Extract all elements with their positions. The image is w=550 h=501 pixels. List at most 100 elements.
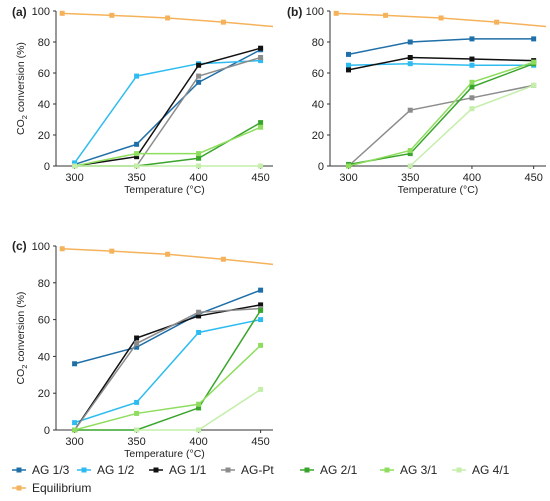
series-ag-3-1	[72, 342, 264, 433]
legend-entry: AG 2/1	[300, 463, 358, 477]
data-point	[531, 36, 537, 42]
x-tick-label: 300	[339, 172, 357, 184]
series-line	[73, 59, 261, 164]
data-point	[134, 163, 140, 169]
y-axis-title: CO2 conversion (%)	[15, 292, 29, 385]
series-ag-1-2	[72, 317, 264, 426]
data-point	[59, 10, 65, 16]
legend-label: Equilibrium	[32, 481, 91, 495]
series-line	[74, 126, 261, 167]
y-tick-label: 80	[312, 37, 324, 49]
data-point	[258, 55, 264, 60]
panel-label: (b)	[287, 5, 302, 19]
series-equilibrium	[59, 10, 274, 28]
data-point	[134, 344, 140, 350]
panel-label: (c)	[12, 239, 27, 253]
data-point	[196, 309, 202, 315]
data-point	[196, 329, 202, 335]
data-point	[134, 335, 140, 341]
x-tick-label: 300	[65, 172, 83, 184]
legend-label: AG 2/1	[320, 463, 358, 477]
data-point	[134, 73, 140, 79]
data-point	[258, 124, 264, 130]
data-point	[196, 401, 202, 407]
x-tick-label: 400	[189, 436, 207, 448]
legend-swatch-marker	[225, 467, 231, 473]
data-point	[196, 73, 202, 79]
data-point	[469, 62, 475, 68]
chart-panel-1: 0 20 40 60 80 100 300 350 400 450 Temperature (°C)…	[12, 5, 274, 196]
data-point	[469, 56, 475, 62]
y-tick-label: 80	[38, 37, 50, 49]
y-tick-label: 100	[32, 241, 50, 253]
panel-label: (a)	[12, 5, 27, 19]
series-line	[348, 61, 534, 167]
legend-swatch-marker	[384, 467, 390, 473]
data-point	[72, 160, 78, 166]
data-point	[220, 19, 226, 25]
series-line	[348, 62, 534, 166]
data-point	[196, 313, 202, 319]
series-line	[348, 62, 534, 66]
y-tick-label: 0	[44, 161, 50, 173]
data-point	[333, 10, 339, 16]
series-line	[74, 289, 261, 365]
data-point	[134, 341, 140, 347]
data-point	[469, 95, 475, 101]
legend-swatch-marker	[81, 467, 87, 473]
data-point	[407, 61, 413, 67]
data-point	[346, 67, 352, 73]
data-point	[72, 361, 78, 367]
data-point	[196, 163, 202, 169]
data-point	[134, 399, 140, 405]
data-point	[258, 307, 264, 313]
series-ag-4-1	[407, 82, 537, 169]
data-point	[346, 51, 352, 57]
data-point	[258, 342, 264, 348]
data-point	[346, 62, 352, 68]
data-point	[407, 55, 413, 60]
legend-entry: AG 3/1	[380, 463, 438, 477]
series-ag-3-1	[346, 59, 537, 169]
series-line	[348, 38, 534, 56]
data-point	[407, 39, 413, 45]
legend-label: AG 3/1	[400, 463, 438, 477]
data-point	[258, 302, 264, 308]
data-point	[531, 59, 537, 65]
legend-label: AG 1/1	[169, 463, 207, 477]
data-point	[165, 251, 171, 257]
legend-entry: AG 4/1	[452, 463, 510, 477]
legend-label: AG 1/2	[97, 463, 135, 477]
legend-entry: AG-Pt	[221, 463, 274, 477]
data-point	[258, 58, 264, 64]
legend-label: AG-Pt	[241, 463, 274, 477]
data-point	[72, 163, 78, 169]
data-point	[59, 246, 65, 252]
data-point	[134, 410, 140, 416]
data-point	[469, 79, 475, 85]
series-line	[348, 56, 534, 71]
data-point	[109, 12, 115, 18]
data-point	[258, 163, 264, 169]
legend: AG 1/3 AG 1/2 AG 1/1 AG-Pt AG 2/1 AG 3/1 AG 4/…	[12, 463, 510, 495]
x-axis-title: Temperature (°C)	[124, 184, 205, 196]
data-point	[196, 151, 202, 157]
chart-panel-2: 0 20 40 60 80 100 300 350 400 450 Temperature (°C)…	[287, 5, 547, 196]
data-point	[134, 427, 140, 433]
chart-panel-3: 0 20 40 60 80 100 300 350 400 450 Temperature (°C)…	[12, 239, 274, 460]
series-ag-1-3	[346, 36, 537, 57]
series-line	[74, 121, 261, 167]
x-tick-label: 300	[65, 436, 83, 448]
data-point	[196, 405, 202, 411]
data-point	[258, 120, 264, 126]
y-tick-label: 40	[38, 99, 50, 111]
series-ag-4-1	[72, 163, 264, 169]
series-line	[74, 309, 262, 431]
data-point	[258, 317, 264, 323]
legend-label: AG 1/3	[32, 463, 70, 477]
legend-entry: AG 1/2	[77, 463, 135, 477]
y-tick-label: 60	[38, 315, 50, 327]
series-line	[74, 344, 262, 431]
data-point	[469, 36, 475, 42]
